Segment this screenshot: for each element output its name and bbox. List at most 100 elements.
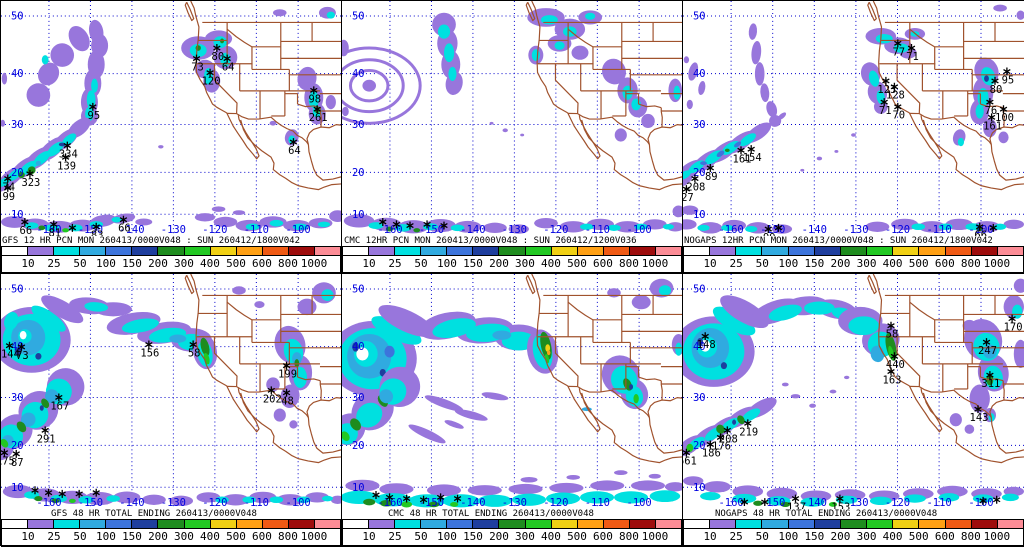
lat-label: 40 [352, 68, 365, 80]
storm-max-value: 199 [278, 369, 297, 381]
colorbar-tick-label: 100 [96, 530, 116, 543]
colorbar-segment [629, 520, 655, 528]
colorbar-tick-label: 50 [73, 257, 86, 270]
colorbar-segment [655, 247, 681, 255]
colorbar-segments [343, 247, 681, 256]
storm-max-value: 154 [743, 152, 762, 164]
colorbar-segment [184, 247, 210, 255]
lon-label: -120 [885, 224, 910, 236]
colorbar-tick-label: 300 [515, 530, 535, 543]
colorbar-tick-label: 10 [21, 257, 34, 270]
colorbar-tick-label: 100 [778, 257, 798, 270]
lon-label: -130 [161, 497, 186, 509]
lon-label: -100 [286, 497, 311, 509]
colorbar-segment [684, 520, 709, 528]
colorbar-tick-label: 25 [47, 257, 60, 270]
storm-max-value: 87 [11, 457, 24, 469]
lon-label: -140 [460, 224, 485, 236]
panel-title: CMC 48 HR TOTAL ENDING 260413/0000V048 [342, 509, 682, 519]
lon-label: -110 [585, 497, 610, 509]
colorbar-tick-label: 10 [21, 530, 34, 543]
precip-areas [683, 5, 1024, 234]
colorbar-tick-label: 50 [756, 257, 769, 270]
storm-max-value: 48 [281, 396, 294, 408]
lon-label: -150 [419, 224, 444, 236]
lat-label: 50 [693, 11, 706, 23]
colorbar-segment [997, 520, 1023, 528]
storm-max-value: 153 [831, 502, 850, 510]
colorbar-tick-label: 1000 [984, 530, 1011, 543]
colorbar-tick-label: 1000 [642, 530, 669, 543]
colorbar-tick-label: 25 [730, 257, 743, 270]
colorbar-segment [262, 520, 288, 528]
colorbar-tick-label: 200 [489, 257, 509, 270]
lat-label: 20 [352, 167, 365, 179]
colorbar-segments [343, 520, 681, 529]
colorbar-tick-label: 300 [857, 530, 877, 543]
storm-max-value: 128 [886, 90, 905, 102]
colorbar-segment [709, 520, 735, 528]
lat-label: 10 [11, 482, 24, 494]
colorbar-tick-label: 300 [857, 257, 877, 270]
lon-label: -120 [202, 497, 227, 509]
colorbar-segment [788, 247, 814, 255]
lon-label: -110 [244, 224, 269, 236]
colorbar-segment [735, 247, 761, 255]
colorbar-segment [394, 520, 420, 528]
colorbar-segment [343, 520, 368, 528]
colorbar-tick-label: 400 [883, 257, 903, 270]
precip-map-nogaps-12hr: 5040302010-160-150-140-130-120-110-10077… [683, 1, 1024, 236]
panel-title: GFS 48 HR TOTAL ENDING 260413/0000V048 [1, 509, 341, 519]
colorbar-tick-label: 600 [935, 530, 955, 543]
colorbar-segments [2, 247, 340, 256]
lon-label: -110 [926, 224, 951, 236]
colorbar-segment [603, 247, 629, 255]
storm-max-value: 98 [308, 93, 321, 105]
colorbar-segment [157, 247, 183, 255]
lon-label: -130 [161, 224, 186, 236]
colorbar-tick-label: 10 [362, 530, 375, 543]
colorbar-segment [971, 247, 997, 255]
lat-label: 30 [11, 119, 24, 131]
storm-max-value: 170 [1004, 322, 1023, 334]
colorbar-segment [788, 520, 814, 528]
precip-areas [1, 7, 341, 233]
colorbar-segment [761, 520, 787, 528]
colorbar-segment [210, 247, 236, 255]
lat-label: 50 [11, 11, 24, 23]
storm-max-marker: 154 [743, 145, 762, 164]
storm-max-value: 661 [683, 456, 697, 468]
storm-max-value: 120 [202, 76, 221, 88]
storm-max-value: 167 [50, 400, 69, 412]
lon-label: -120 [885, 497, 910, 509]
lat-label: 40 [693, 68, 706, 80]
colorbar-segment [368, 520, 394, 528]
storm-max-value: 291 [37, 433, 56, 445]
storm-max-value: 77 [892, 46, 905, 58]
colorbar-segment [314, 520, 340, 528]
storm-max-value: 261 [309, 112, 328, 124]
colorbar-tick-label: 25 [388, 530, 401, 543]
storm-max-value: 156 [140, 347, 159, 359]
panel-title: CMC 12HR PCN MON 260413/0000V048 : SUN 2… [342, 236, 682, 246]
colorbar-segment [918, 520, 944, 528]
colorbar-tick-label: 600 [252, 257, 272, 270]
precip-areas [683, 279, 1024, 507]
colorbar-segment [210, 520, 236, 528]
storm-max-value: 186 [702, 447, 721, 459]
coastline-borders [526, 1, 682, 190]
colorbar-tick-label: 300 [515, 257, 535, 270]
colorbar-tick-label: 400 [200, 530, 220, 543]
colorbar-tick-label: 1000 [301, 530, 328, 543]
lon-label: -140 [119, 497, 144, 509]
colorbar-tick-label: 150 [804, 257, 824, 270]
